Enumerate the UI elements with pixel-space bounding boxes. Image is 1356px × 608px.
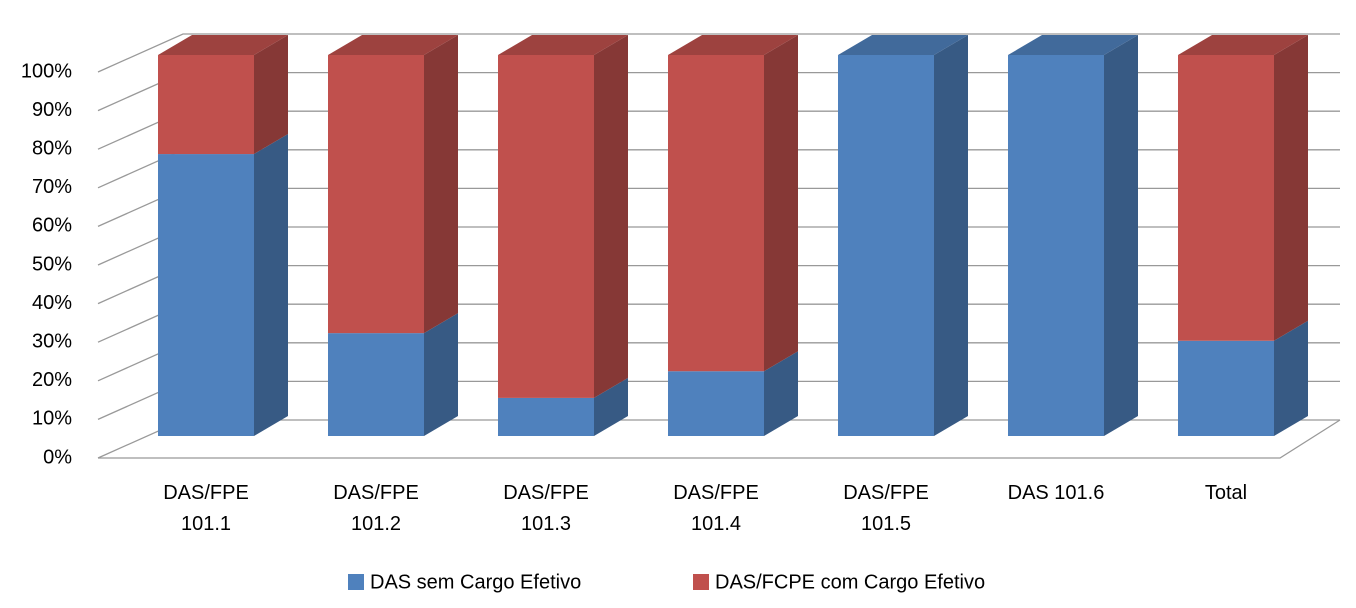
bar <box>668 371 764 436</box>
bar-top <box>668 35 798 55</box>
bar <box>1178 340 1274 436</box>
y-tick-label: 70% <box>32 176 72 198</box>
x-tick-label: DAS 101.6 <box>1007 482 1105 504</box>
bar-side <box>424 313 458 436</box>
bar-top <box>328 35 458 55</box>
bar <box>668 55 764 372</box>
bar-side <box>594 377 628 436</box>
bar <box>158 55 254 155</box>
x-tick-label: DAS/FPE 101.4 <box>673 482 759 535</box>
x-tick-label: Total <box>1204 482 1248 504</box>
bar-top <box>1008 35 1138 55</box>
legend-label: DAS sem Cargo Efetivo <box>370 571 581 593</box>
bar-side <box>764 351 798 436</box>
y-tick-label: 40% <box>32 292 72 314</box>
bar <box>1008 55 1104 436</box>
y-tick-label: 100% <box>21 60 72 82</box>
legend-label: DAS/FCPE com Cargo Efetivo <box>715 571 985 593</box>
bar <box>328 55 424 334</box>
y-tick-label: 30% <box>32 330 72 352</box>
bar-top <box>158 35 288 55</box>
grid-line <box>97 33 1340 73</box>
y-tick-label: 20% <box>32 369 72 391</box>
y-tick-label: 90% <box>32 99 72 121</box>
bar <box>838 55 934 436</box>
bar-side <box>934 35 968 436</box>
bar <box>498 55 594 398</box>
x-tick-label: DAS/FPE 101.5 <box>843 482 929 535</box>
bar-side <box>1274 320 1308 436</box>
x-tick-label: DAS/FPE 101.2 <box>333 482 419 535</box>
floor-edge <box>98 419 1341 459</box>
bar-side <box>424 35 458 334</box>
bar <box>158 154 254 436</box>
bar-side <box>1104 35 1138 436</box>
bar-top <box>498 35 628 55</box>
y-tick-label: 80% <box>32 137 72 159</box>
bar-top <box>838 35 968 55</box>
bar-side <box>594 35 628 398</box>
y-tick-label: 10% <box>32 408 72 430</box>
y-tick-label: 50% <box>32 253 72 275</box>
legend-swatch <box>693 574 709 590</box>
bar-side <box>254 35 288 155</box>
bar <box>1178 55 1274 341</box>
bar-top <box>1178 35 1308 55</box>
legend-swatch <box>348 574 364 590</box>
bar <box>498 397 594 436</box>
y-tick-label: 0% <box>43 446 72 468</box>
bar-side <box>764 35 798 372</box>
y-tick-label: 60% <box>32 215 72 237</box>
bar-side <box>254 134 288 436</box>
x-tick-label: DAS/FPE 101.3 <box>503 482 589 535</box>
bar-side <box>1274 35 1308 341</box>
x-tick-label: DAS/FPE 101.1 <box>163 482 249 535</box>
bar <box>328 333 424 436</box>
